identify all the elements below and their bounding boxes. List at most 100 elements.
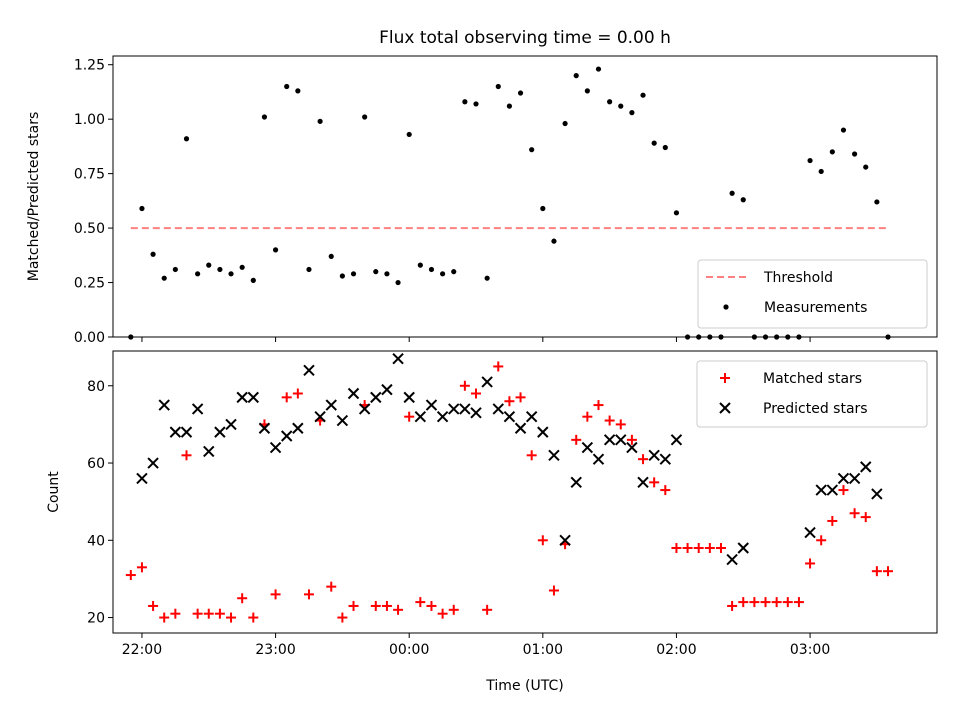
data-point-1-47 xyxy=(659,453,672,465)
ratio-panel: 0.00 0.25 0.50 0.75 1.00 1.25 Matched/Predict… xyxy=(26,55,938,346)
data-point-0-24 xyxy=(395,279,401,286)
data-point-0-33 xyxy=(495,83,501,90)
data-point-0-36 xyxy=(526,450,537,461)
data-point-1-10-b xyxy=(247,391,260,404)
x-tick-label-3: 01:00 xyxy=(523,642,563,658)
legend-box xyxy=(697,259,928,329)
data-point-0-44 xyxy=(615,419,626,430)
data-point-0-47 xyxy=(649,477,660,488)
data-point-1-50-b xyxy=(737,542,749,554)
legend-marker-1-b xyxy=(719,402,731,414)
x-tick-label-1: 23:00 xyxy=(255,642,295,658)
data-point-0-50 xyxy=(682,543,693,554)
data-point-1-54-b xyxy=(837,472,850,485)
data-point-1-1 xyxy=(147,457,159,469)
data-point-1-6-b xyxy=(203,445,215,458)
data-point-0-11 xyxy=(250,277,256,283)
data-point-0-55 xyxy=(740,197,746,203)
data-point-0-65 xyxy=(849,508,860,519)
legend-label-1: Measurements xyxy=(764,300,867,316)
data-point-1-57 xyxy=(871,488,883,500)
data-point-1-11 xyxy=(258,422,271,434)
data-point-1-5 xyxy=(191,403,204,415)
data-point-1-41-b xyxy=(592,453,605,465)
data-point-0-16 xyxy=(303,589,314,600)
data-point-1-51-b xyxy=(804,526,816,539)
data-point-0-4 xyxy=(170,608,181,619)
data-point-1-9 xyxy=(236,391,248,404)
data-point-0-43 xyxy=(604,415,615,426)
data-point-0-22 xyxy=(370,600,381,611)
data-point-0-61 xyxy=(807,157,813,164)
data-point-0-25 xyxy=(404,411,415,422)
data-point-0-15 xyxy=(292,388,303,399)
data-point-1-56 xyxy=(860,461,872,473)
data-point-1-15-b xyxy=(303,364,315,377)
data-point-0-8 xyxy=(214,608,225,619)
data-point-0-35 xyxy=(517,90,524,96)
data-point-0-63 xyxy=(829,149,835,155)
data-point-0-1 xyxy=(136,562,147,573)
data-point-1-20-b xyxy=(358,403,371,415)
data-point-1-42 xyxy=(603,434,616,446)
data-point-0-29 xyxy=(451,269,457,275)
data-point-0-25 xyxy=(406,131,412,138)
data-point-0-13 xyxy=(270,589,281,600)
data-point-0-41 xyxy=(584,88,590,94)
data-point-1-24 xyxy=(403,391,415,404)
data-point-0-60 xyxy=(793,597,804,608)
data-point-0-64 xyxy=(838,485,849,496)
data-point-0-68 xyxy=(883,566,894,577)
count-legend: Matched stars Predicted stars xyxy=(696,360,928,428)
data-point-0-52 xyxy=(704,543,715,554)
data-point-0-51 xyxy=(693,543,704,554)
data-point-1-52 xyxy=(815,484,827,496)
data-point-1-26 xyxy=(425,399,438,411)
data-point-1-37 xyxy=(548,449,560,462)
data-point-0-5 xyxy=(183,136,190,142)
y-tick-label-2: 0.50 xyxy=(74,221,105,237)
data-point-0-6 xyxy=(192,608,203,619)
data-point-1-39 xyxy=(570,476,582,489)
data-point-0-33 xyxy=(493,361,504,372)
ratio-y-axis-label: Matched/Predicted stars xyxy=(26,112,42,282)
data-point-1-35 xyxy=(525,410,538,423)
data-point-0-42 xyxy=(595,66,602,72)
data-point-0-2 xyxy=(148,600,159,611)
data-point-1-43 xyxy=(615,434,627,446)
data-point-0-4 xyxy=(172,266,178,273)
y-tick-label-3: 80 xyxy=(87,379,105,395)
data-point-1-21 xyxy=(370,391,382,404)
data-point-1-18 xyxy=(336,414,349,427)
data-point-1-22-b xyxy=(381,383,393,396)
data-point-0-17 xyxy=(317,118,323,124)
y-tick-label-5: 1.25 xyxy=(74,58,105,74)
data-point-0-49 xyxy=(673,210,680,216)
y-tick-label-4: 1.00 xyxy=(74,112,105,128)
data-point-1-48-b xyxy=(670,434,683,446)
data-point-0-40 xyxy=(573,73,579,79)
data-point-0-36 xyxy=(529,147,535,153)
data-point-0-26 xyxy=(415,597,426,608)
data-point-1-17-b xyxy=(325,399,337,411)
data-point-0-66 xyxy=(860,512,871,523)
data-point-1-7-b xyxy=(214,426,226,438)
x-tick-label-0: 22:00 xyxy=(122,642,162,658)
data-point-1-40-b xyxy=(581,441,594,454)
data-point-1-20 xyxy=(358,403,371,415)
data-point-1-19-b xyxy=(347,387,360,400)
data-point-1-40 xyxy=(581,441,594,454)
data-point-0-38 xyxy=(551,238,557,244)
data-point-1-19 xyxy=(347,387,360,400)
data-point-1-2-b xyxy=(158,399,170,411)
data-point-1-45 xyxy=(637,476,649,489)
data-point-0-28 xyxy=(437,608,448,619)
data-point-1-31 xyxy=(481,376,493,388)
data-point-1-49-b xyxy=(726,553,738,566)
data-point-0-67 xyxy=(874,199,880,205)
data-point-0-37 xyxy=(537,535,548,546)
data-point-1-45-b xyxy=(637,476,649,489)
data-point-0-30 xyxy=(462,99,468,105)
data-point-1-46 xyxy=(648,449,660,462)
y-tick-label-0: 0.00 xyxy=(74,330,105,346)
